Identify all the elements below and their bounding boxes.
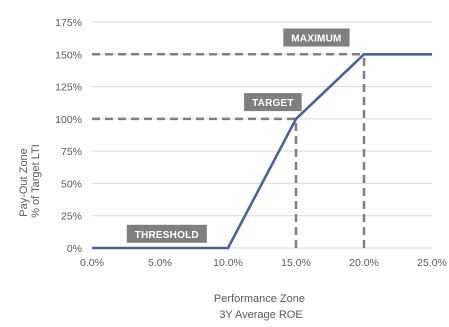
y-tick-label-2: 50% — [61, 178, 82, 190]
series-line-0 — [92, 52, 432, 250]
y-axis-title-line-1: Pay-Out Zone — [18, 148, 30, 216]
annotation-label-1: TARGET — [252, 98, 294, 109]
x-tick-label-5: 25.0% — [417, 257, 447, 269]
y-axis-title-line-2: % of Target LTI — [30, 144, 42, 218]
y-tick-label-6: 150% — [55, 49, 82, 61]
y-tick-label-4: 100% — [55, 114, 82, 126]
x-axis-title-line-1: Performance Zone — [214, 293, 305, 305]
y-tick-label-5: 125% — [55, 82, 82, 94]
annotation-box-2 — [283, 28, 350, 47]
annotation-label-2: MAXIMUM — [291, 34, 341, 45]
x-tick-label-4: 20.0% — [349, 257, 379, 269]
x-axis-title-line-2: 3Y Average ROE — [219, 309, 302, 321]
reference-lines — [92, 53, 366, 248]
y-tick-labels: 0% 25% 50% 75% 100% 125% 150% 175% — [55, 17, 82, 255]
annotation-1: TARGET — [244, 93, 302, 112]
x-axis-title: Performance Zone 3Y Average ROE — [214, 293, 308, 321]
x-tick-label-1: 5.0% — [148, 257, 172, 269]
annotations: THRESHOLD TARGET MAXIMUM — [126, 28, 350, 243]
grid-lines — [92, 21, 432, 249]
annotation-0: THRESHOLD — [126, 224, 207, 243]
y-tick-label-3: 75% — [61, 146, 82, 158]
series-layer — [92, 52, 432, 250]
x-tick-label-3: 15.0% — [281, 257, 311, 269]
y-tick-label-0: 0% — [67, 243, 82, 255]
x-tick-label-0: 0.0% — [80, 257, 104, 269]
x-tick-label-2: 10.0% — [213, 257, 243, 269]
y-tick-label-7: 175% — [55, 17, 82, 29]
y-tick-label-1: 25% — [61, 211, 82, 223]
annotation-label-0: THRESHOLD — [135, 230, 199, 241]
annotation-box-0 — [126, 224, 207, 243]
annotation-box-1 — [244, 93, 302, 112]
annotation-2: MAXIMUM — [283, 28, 350, 47]
y-axis-title: Pay-Out Zone % of Target LTI — [18, 144, 42, 218]
x-tick-labels: 0.0% 5.0% 10.0% 15.0% 20.0% 25.0% — [80, 257, 447, 269]
